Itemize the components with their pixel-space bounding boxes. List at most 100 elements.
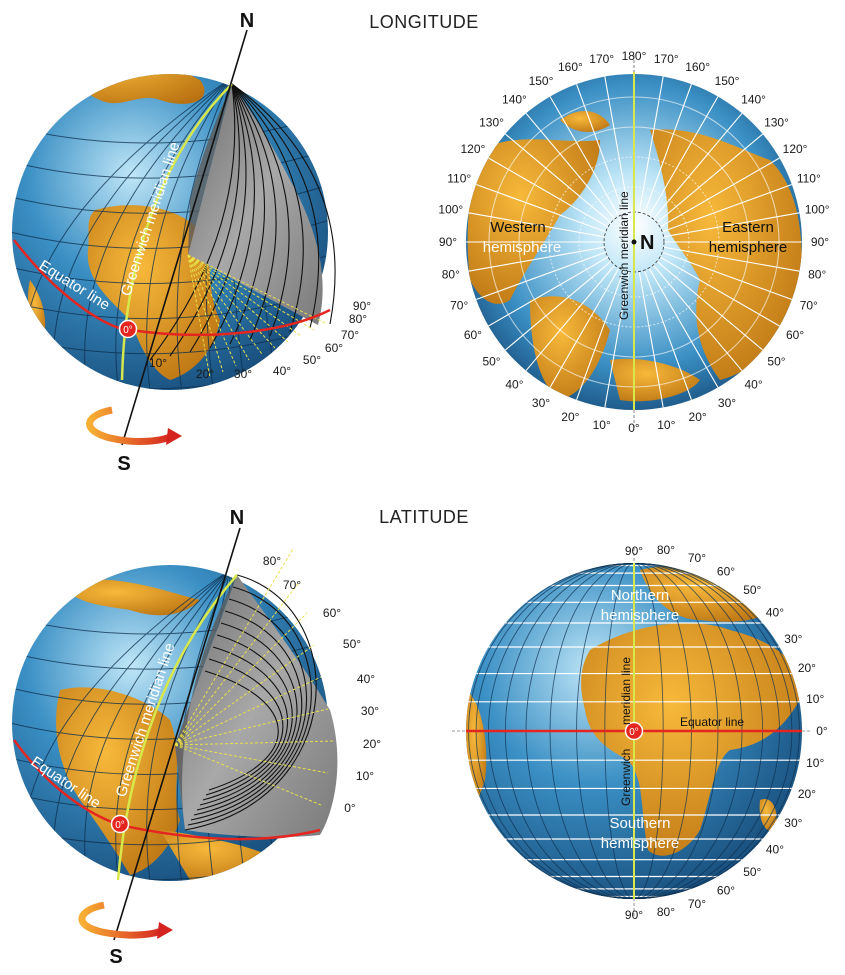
longitude-ring-label-west: 110° [447,171,471,185]
longitude-ring-label-east: 170° [654,52,679,66]
latitude-ring-label-north: 0° [816,724,828,738]
earth-axis [113,527,241,941]
longitude-ring-label-west: 60° [464,328,482,342]
longitude-side-ticks: 10° 20° 30° 40° 50° 60°70° 80°90° [149,299,371,381]
longitude-tick-label: 10° [149,356,167,370]
longitude-ring-label-east: 120° [783,142,808,156]
svg-text:0°: 0° [115,820,125,831]
latitude-side-ticks: 0° 10° 20° 30° 40° 50° 60° 70°80° [263,554,381,815]
north-pole-label: N [230,507,244,529]
cutaway-wedge [188,84,323,325]
longitude-ring-label-east: 90° [811,235,829,249]
longitude-ring-label-west: 20° [561,410,579,424]
latitude-front-map: 0° Equator line meridian line Greenwich … [452,543,828,922]
front-equator-label: Equator line [680,715,744,729]
longitude-ring-label-east: 40° [744,377,762,391]
earth-axis [121,29,248,446]
latitude-ring-label-south: 90° [625,908,643,922]
latitude-title: LATITUDE [379,507,469,527]
longitude-ring-label-west: 180° [622,49,647,63]
longitude-ring-label-west: 100° [438,203,463,217]
latitude-tick-label: 30° [361,704,379,718]
longitude-ring-label-east: 60° [786,328,804,342]
longitude-ring-label-east: 70° [800,299,818,313]
latitude-ring-label-north: 50° [743,583,761,597]
longitude-ring-label-west: 70° [450,299,468,313]
longitude-globe-3d: N S 0° Greenwich meridian line Equator l… [12,10,371,475]
polar-north-label: N [640,232,654,254]
eastern-label-1: Eastern [722,219,774,236]
latitude-tick-label: 50° [343,637,361,651]
latitude-tick-label: 40° [357,672,375,686]
latitude-ring-label-south: 80° [657,905,675,919]
latitude-ring-label-south: 60° [717,883,735,897]
longitude-polar-map: N Greenwich meridian line Western hemisp… [438,49,829,435]
latitude-tick-label: 20° [363,737,381,751]
longitude-ring-label-east: 100° [805,203,830,217]
latitude-globe-3d: N S 0° Greenwich meridian line Equator l… [12,507,381,968]
longitude-ring-label-west: 30° [532,396,550,410]
latitude-ring-label-north: 70° [688,551,706,565]
origin-badge [118,319,138,339]
longitude-tick-label: 40° [273,364,291,378]
longitude-ring-label-west: 140° [502,93,527,107]
longitude-tick-label: 30° [234,367,252,381]
longitude-ring-label-west: 0° [628,421,640,435]
latitude-ring-label-north: 10° [806,692,824,706]
latitude-ring-label-south: 30° [784,816,802,830]
front-meridian-label-b: meridian line [619,657,633,725]
western-label-2: hemisphere [483,239,561,256]
longitude-tick-label: 70° [341,328,359,342]
longitude-title: LONGITUDE [369,12,479,32]
latitude-ring-label-north: 20° [798,661,816,675]
south-pole-label: S [117,453,130,475]
latitude-ring-label-south: 50° [743,865,761,879]
origin-badge [110,814,130,834]
longitude-ring-label-east: 140° [741,93,766,107]
western-label-1: Western [490,219,546,236]
northern-label-1: Northern [611,587,669,604]
longitude-ring-label-west: 40° [505,377,523,391]
longitude-tick-label: 20° [196,367,214,381]
latitude-tick-label: 80° [263,554,281,568]
longitude-ring-labels: 0°10°20°30°40°50°60°70°80°90°100°110°120… [438,49,829,435]
latitude-ring-label-north: 80° [657,543,675,557]
longitude-ring-label-west: 90° [439,235,457,249]
southern-label-1: Southern [610,815,671,832]
latitude-ring-label-north: 40° [766,606,784,620]
svg-text:0°: 0° [123,325,133,336]
latitude-tick-label: 0° [344,801,356,815]
longitude-ring-label-west: 150° [529,74,554,88]
latitude-ring-label-south: 70° [688,897,706,911]
polar-greenwich-label: Greenwich meridian line [617,191,631,320]
latitude-ring-label-south: 20° [798,787,816,801]
longitude-ring-label-east: 10° [657,418,675,432]
longitude-ring-label-west: 160° [558,60,583,74]
longitude-ring-label-east: 160° [685,60,710,74]
latitude-tick-label: 10° [356,769,374,783]
south-pole-label: S [109,946,122,968]
longitude-ring-label-west: 50° [482,355,500,369]
rotation-arrow [78,901,165,939]
longitude-ring-label-east: 30° [718,396,736,410]
longitude-ring-label-east: 130° [764,115,789,129]
meridian-arcs [149,83,336,361]
latitude-tick-label: 60° [323,606,341,620]
longitude-ring-label-west: 170° [589,52,614,66]
latitude-ring-label-north: 60° [717,565,735,579]
longitude-ring-label-west: 80° [442,267,460,281]
cutaway-block [175,575,338,838]
latitude-arcs [184,574,317,831]
svg-text:0°: 0° [629,727,639,738]
southern-label-2: hemisphere [601,835,679,852]
latitude-ring-label-north: 30° [784,632,802,646]
north-pole-label: N [240,10,254,32]
eastern-label-2: hemisphere [709,239,787,256]
longitude-ring-label-west: 120° [461,142,486,156]
longitude-ring-label-west: 10° [593,418,611,432]
longitude-ring-label-east: 50° [767,355,785,369]
latitude-ring-label-north: 90° [625,544,643,558]
front-origin-badge [624,721,644,741]
longitude-tick-label: 80° [349,312,367,326]
